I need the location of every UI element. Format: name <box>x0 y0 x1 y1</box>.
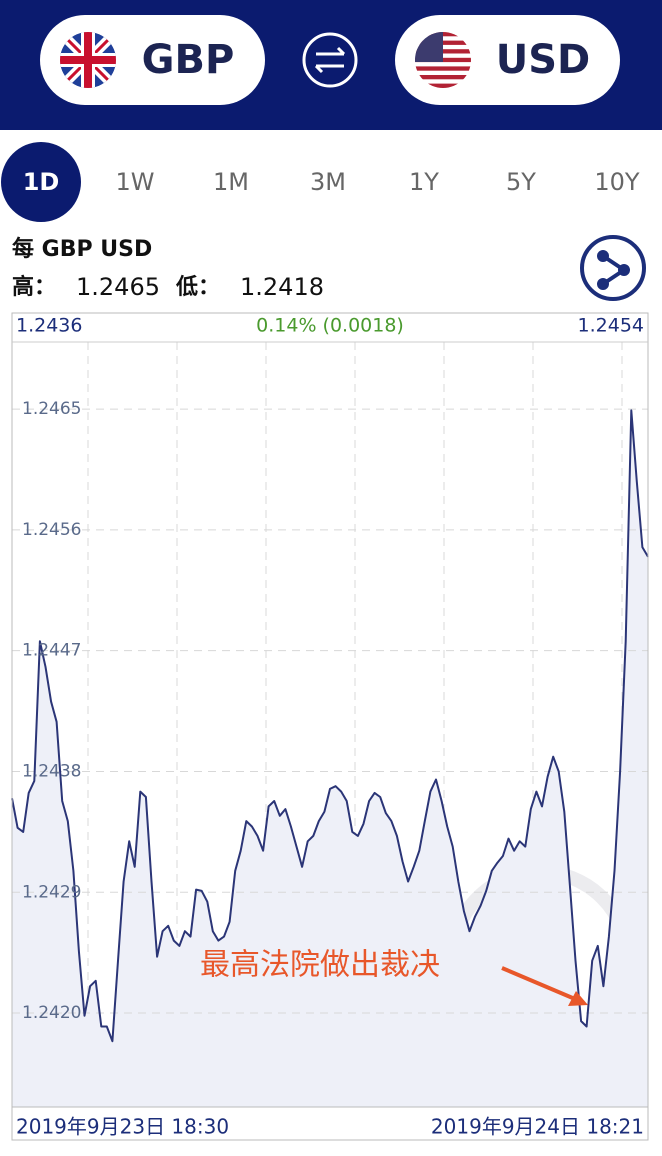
close-value: 1.2454 <box>578 315 644 337</box>
time-range-tab[interactable]: 3M <box>310 168 346 196</box>
x-tick-label: 2019年9月23日 18:30 <box>16 1115 229 1139</box>
high-label: 高： <box>12 274 56 300</box>
swap-button[interactable] <box>302 32 358 88</box>
change: 0.14% (0.0018) <box>256 315 404 337</box>
to-currency: USD <box>496 37 591 83</box>
pair-title: 每 GBP USD <box>12 236 152 262</box>
y-tick-label: 1.2465 <box>22 399 81 419</box>
annotation-arrow <box>501 966 588 1006</box>
us-flag <box>415 32 471 88</box>
y-tick-label: 1.2420 <box>22 1003 81 1023</box>
y-tick-label: 1.2438 <box>22 761 81 781</box>
share-button[interactable] <box>580 235 646 301</box>
from-currency: GBP <box>142 37 235 83</box>
selected-tab-bg <box>1 142 81 222</box>
time-range-tab[interactable]: 1D <box>23 168 60 196</box>
y-tick-label: 1.2456 <box>22 520 81 540</box>
low-label: 低： <box>175 275 220 300</box>
y-tick-label: 1.2447 <box>22 641 81 661</box>
x-tick-label: 2019年9月24日 18:21 <box>431 1115 644 1139</box>
share-icon <box>597 250 630 290</box>
high-value: 1.2465 <box>76 273 160 301</box>
area <box>12 410 648 1107</box>
time-range-tab[interactable]: 5Y <box>506 168 536 196</box>
time-range-tab[interactable]: 1W <box>116 168 155 196</box>
time-range-tab[interactable]: 1M <box>213 168 249 196</box>
open-value: 1.2436 <box>16 315 82 337</box>
y-tick-label: 1.2429 <box>22 882 81 902</box>
low-value: 1.2418 <box>240 273 324 301</box>
time-range-tab[interactable]: 1Y <box>409 168 439 196</box>
time-range-tab[interactable]: 10Y <box>594 168 640 196</box>
price-line <box>11 409 649 1043</box>
annotation: 最高法院做出裁决 <box>200 948 440 983</box>
uk-flag <box>60 32 116 88</box>
chart-frame <box>11 312 649 1141</box>
